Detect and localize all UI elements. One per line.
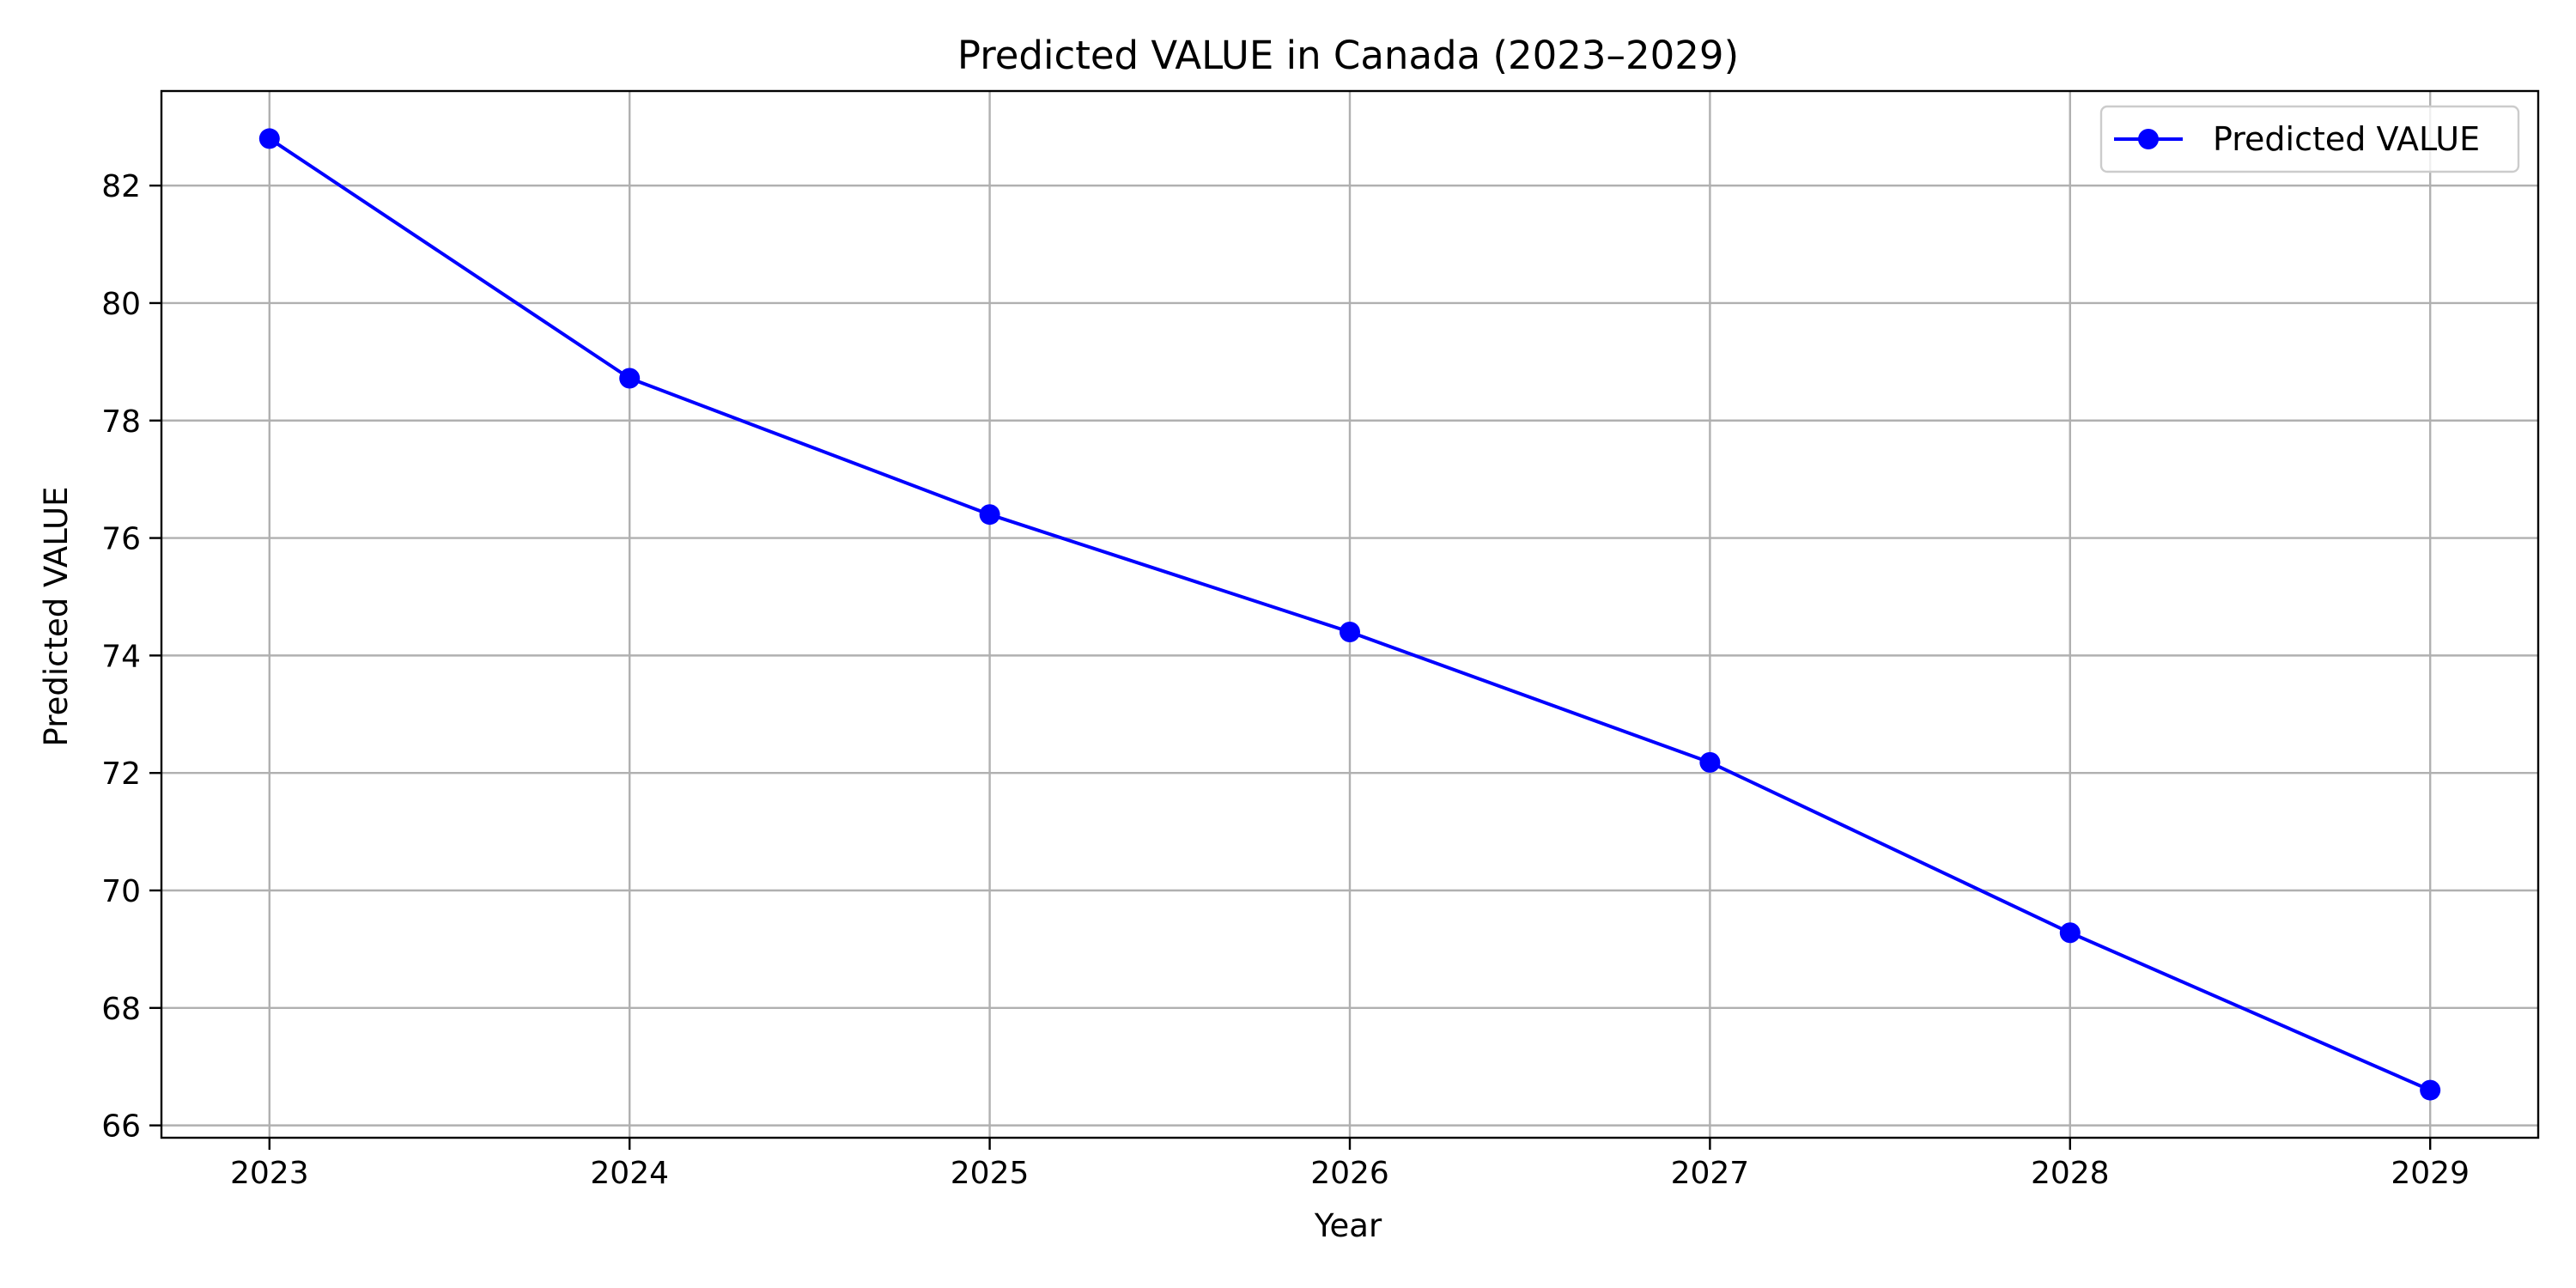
y-tick-label: 78 — [101, 404, 141, 440]
grid-layer — [161, 91, 2538, 1138]
x-tick-label: 2024 — [590, 1156, 669, 1191]
x-tick-label: 2028 — [2031, 1156, 2110, 1191]
x-axis-label: Year — [1314, 1207, 1382, 1244]
legend-box — [2099, 105, 2520, 173]
data-point — [1699, 751, 1721, 773]
y-tick-label: 70 — [101, 874, 141, 909]
tick-layer: 2023 2024 2025 2026 2027 2028 2029 66 68 70 72 74 76… — [101, 169, 2470, 1191]
data-point — [2420, 1079, 2441, 1101]
y-tick-label: 74 — [101, 639, 141, 674]
y-tick-label: 72 — [101, 756, 141, 792]
data-point — [2059, 922, 2081, 944]
y-tick-label: 76 — [101, 522, 141, 557]
legend-series-marker — [2138, 129, 2159, 149]
y-tick-label: 68 — [101, 992, 141, 1027]
legend: Predicted VALUE — [2099, 105, 2520, 173]
data-point — [258, 128, 280, 149]
x-tick-label: 2027 — [1671, 1156, 1750, 1191]
y-tick-label: 66 — [101, 1109, 141, 1145]
y-axis-label: Predicted VALUE — [38, 487, 75, 747]
data-point — [1340, 622, 1360, 643]
data-point — [619, 368, 641, 389]
legend-label: Predicted VALUE — [2213, 120, 2480, 158]
y-tick-label: 82 — [101, 169, 141, 204]
x-tick-label: 2029 — [2391, 1156, 2470, 1191]
y-tick-label: 80 — [101, 287, 141, 322]
x-tick-label: 2025 — [951, 1156, 1030, 1191]
series-layer — [258, 128, 2441, 1101]
x-tick-label: 2026 — [1310, 1156, 1389, 1191]
data-point — [979, 504, 1000, 526]
chart-title: Predicted VALUE in Canada (2023–2029) — [957, 33, 1739, 78]
axes-frame — [160, 89, 2540, 1139]
x-tick-label: 2023 — [230, 1156, 309, 1191]
